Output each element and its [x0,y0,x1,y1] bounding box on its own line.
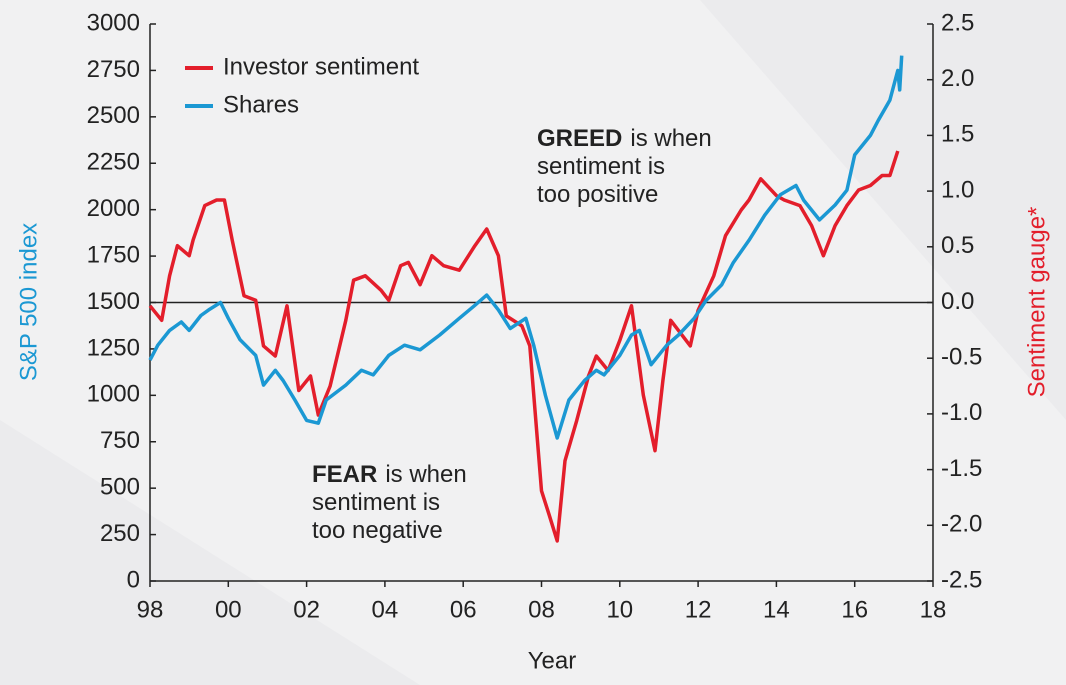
legend-label: Shares [223,91,299,118]
y-tick-label: 2750 [87,56,140,83]
y-tick-label: 2250 [87,149,140,176]
x-tick-label: 18 [920,596,947,623]
y-tick-label: 500 [100,474,140,501]
series-line [148,150,900,543]
background-shape [0,420,420,685]
annotation-line: sentiment is [312,489,440,516]
y-tick-label: 1000 [87,381,140,408]
x-tick-label: 04 [372,596,399,623]
annotation-bold: GREED [537,125,622,152]
y-tick-label: 3000 [87,9,140,36]
y-tick-label: 2000 [87,195,140,222]
annotation-line: too positive [537,181,658,208]
y-tick-label: 1750 [87,241,140,268]
x-tick-label: 12 [685,596,712,623]
x-tick-label: 10 [606,596,633,623]
series-line [148,55,904,440]
x-axis-label: Year [528,647,577,674]
annotation: GREED is when sentiment is too positive [537,125,712,208]
annotation-line: is when [630,125,711,152]
y2-tick-label: -0.5 [941,344,982,371]
background-shape [700,0,1066,420]
y-axis-label: S&P 500 index [15,223,42,381]
y2-tick-label: 1.0 [941,176,974,203]
annotation-bold: FEAR [312,461,377,488]
x-tick-label: 00 [215,596,242,623]
x-tick-label: 08 [528,596,555,623]
annotation-line: too negative [312,517,443,544]
x-tick-label: 14 [763,596,790,623]
y-tick-label: 1500 [87,288,140,315]
y-tick-label: 0 [127,566,140,593]
y2-tick-label: 0.0 [941,288,974,315]
y2-tick-label: 2.5 [941,9,974,36]
y2-tick-label: 1.5 [941,121,974,148]
y-tick-label: 2500 [87,102,140,129]
annotation-line: sentiment is [537,153,665,180]
y2-tick-label: 0.5 [941,232,974,259]
y-tick-label: 1250 [87,334,140,361]
y2-axis-label: Sentiment gauge* [1023,207,1050,398]
y-tick-label: 250 [100,520,140,547]
x-tick-label: 16 [841,596,868,623]
y2-tick-label: -1.5 [941,455,982,482]
y2-tick-label: -1.0 [941,399,982,426]
x-tick-label: 06 [450,596,477,623]
annotation: FEAR is when sentiment is too negative [312,461,467,544]
x-tick-label: 02 [293,596,320,623]
legend-label: Investor sentiment [223,53,419,80]
y2-tick-label: -2.0 [941,511,982,538]
x-tick-label: 98 [137,596,164,623]
y2-tick-label: -2.5 [941,566,982,593]
y2-tick-label: 2.0 [941,65,974,92]
annotation-line: is when [385,461,466,488]
y-tick-label: 750 [100,427,140,454]
